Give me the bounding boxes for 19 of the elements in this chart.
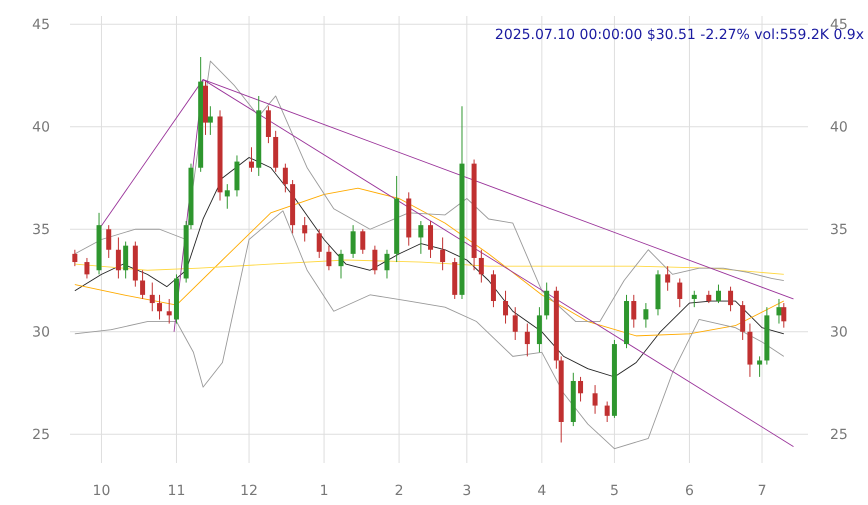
x-tick-label: 11: [168, 483, 186, 499]
y2-tick-label: 40: [830, 120, 848, 136]
y-tick-label: 25: [32, 427, 50, 444]
y-tick-label: 35: [32, 222, 50, 238]
x-tick-label: 3: [462, 483, 472, 499]
x-tick-label: 7: [758, 483, 766, 499]
y-tick-label: 30: [32, 324, 50, 341]
x-tick-label: 4: [537, 483, 546, 499]
y-tick-label: 45: [32, 17, 50, 34]
x-tick-label: 1: [320, 483, 329, 499]
y2-tick-label: 30: [830, 324, 848, 341]
x-tick-label: 6: [684, 483, 694, 499]
x-tick-label: 5: [610, 483, 619, 499]
y2-tick-label: 25: [830, 427, 848, 444]
y2-tick-label: 35: [830, 222, 848, 238]
x-tick-label: 2: [394, 483, 404, 499]
y-tick-label: 40: [32, 120, 50, 136]
x-tick-label: 10: [92, 483, 110, 499]
x-tick-label: 12: [240, 483, 258, 499]
